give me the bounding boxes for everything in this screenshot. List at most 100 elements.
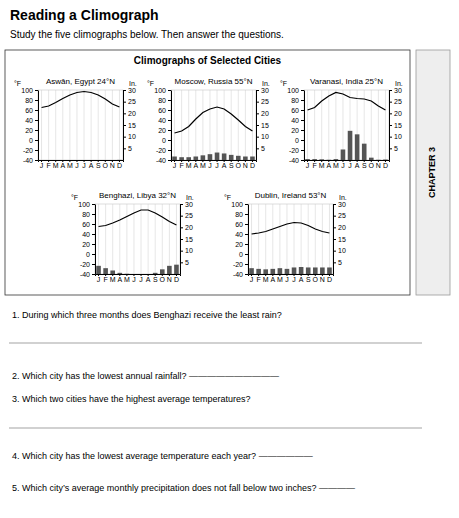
tick-mark [301,110,304,111]
tick-mark [256,125,259,126]
bar [320,267,325,274]
grid-line [265,204,266,274]
bar [222,153,227,160]
tick-label: 20 [25,127,33,134]
tick-label: S [229,162,234,169]
tick: -40 [289,157,304,164]
tick-label: A [270,276,275,283]
tick-label: 20 [235,241,243,248]
tick-label: -40 [156,157,166,164]
tick: J [132,274,136,283]
tick-label: J [82,162,86,169]
bar [383,159,388,160]
tick-label: -20 [289,147,299,154]
tick: O [103,160,109,169]
tick: 30 [333,201,346,208]
grid-line [258,204,259,274]
tick: 20 [158,127,171,134]
plot-area [248,204,333,274]
tick: S [306,274,311,283]
tick: 5 [256,145,265,152]
tick-label: J [132,276,136,283]
x-axis: JFMAMJJASOND [96,274,181,283]
grid-line [188,90,189,160]
tick: F [103,274,107,283]
tick-label: 80 [82,211,90,218]
tick: 20 [235,241,248,248]
tick: 30 [256,87,269,94]
tick: 10 [123,133,136,140]
tick-mark [123,113,126,114]
tick-mark [301,160,304,161]
grid-line [308,204,309,274]
tick-label: 5 [338,259,342,266]
tick: 10 [256,133,269,140]
grid-line [307,90,308,160]
tick: 20 [82,241,95,248]
tick: M [319,160,325,169]
tick-label: 40 [235,231,243,238]
tick: J [306,160,310,169]
tick: A [299,274,304,283]
tick: 40 [158,117,171,124]
tick-label: J [97,276,101,283]
bar [186,157,191,160]
tick-label: M [333,162,339,169]
tick-mark [123,90,126,91]
tick: 80 [235,211,248,218]
tick-mark [180,204,183,205]
tick-label: J [40,162,44,169]
tick-label: 0 [295,137,299,144]
tick-label: M [67,162,73,169]
tick: 25 [389,98,402,105]
tick-mark [35,100,38,101]
y2-axis-label: In. [339,194,347,201]
tick: 0 [295,137,304,144]
y-axis-label: °F [147,80,154,87]
tick: 40 [235,231,248,238]
tick-label: 40 [82,231,90,238]
tick-label: 10 [185,247,193,254]
bar [208,154,213,160]
bar [75,160,80,161]
tick: -40 [156,157,171,164]
grid-line [141,204,142,274]
tick: F [256,274,260,283]
climograph: JFMAMJJASOND-40-200204060801005101520253… [147,77,270,169]
tick-label: 40 [25,117,33,124]
bar [53,160,58,161]
tick-label: M [53,162,59,169]
climograph: JFMAMJJASOND-40-200204060801005101520253… [14,77,137,169]
tick-mark [256,90,259,91]
tick: S [96,160,101,169]
chart-title: Varanasi, India 25°N [310,77,383,86]
grid-line [279,204,280,274]
grid-line [112,204,113,274]
tick-label: J [285,276,289,283]
tick: 20 [123,110,136,117]
tick-label: 80 [235,211,243,218]
tick: J [250,274,254,283]
tick-label: 10 [128,133,136,140]
bar [270,269,275,274]
plot-marks [42,90,122,160]
tick-mark [35,120,38,121]
tick-label: 20 [82,241,90,248]
line [99,210,177,227]
tick: J [40,160,44,169]
grid-line [286,204,287,274]
tick: A [270,274,275,283]
tick-mark [389,113,392,114]
tick-label: N [110,162,115,169]
tick-mark [389,125,392,126]
grid-line [69,90,70,160]
tick: 5 [333,259,342,266]
bar [139,274,144,275]
tick: 0 [86,251,95,258]
tick: -20 [156,147,171,154]
tick-mark [245,224,248,225]
tick-mark [245,204,248,205]
chart-box-title: Climographs of Selected Cities [134,55,282,66]
tick: 25 [180,212,193,219]
tick-label: M [110,276,116,283]
